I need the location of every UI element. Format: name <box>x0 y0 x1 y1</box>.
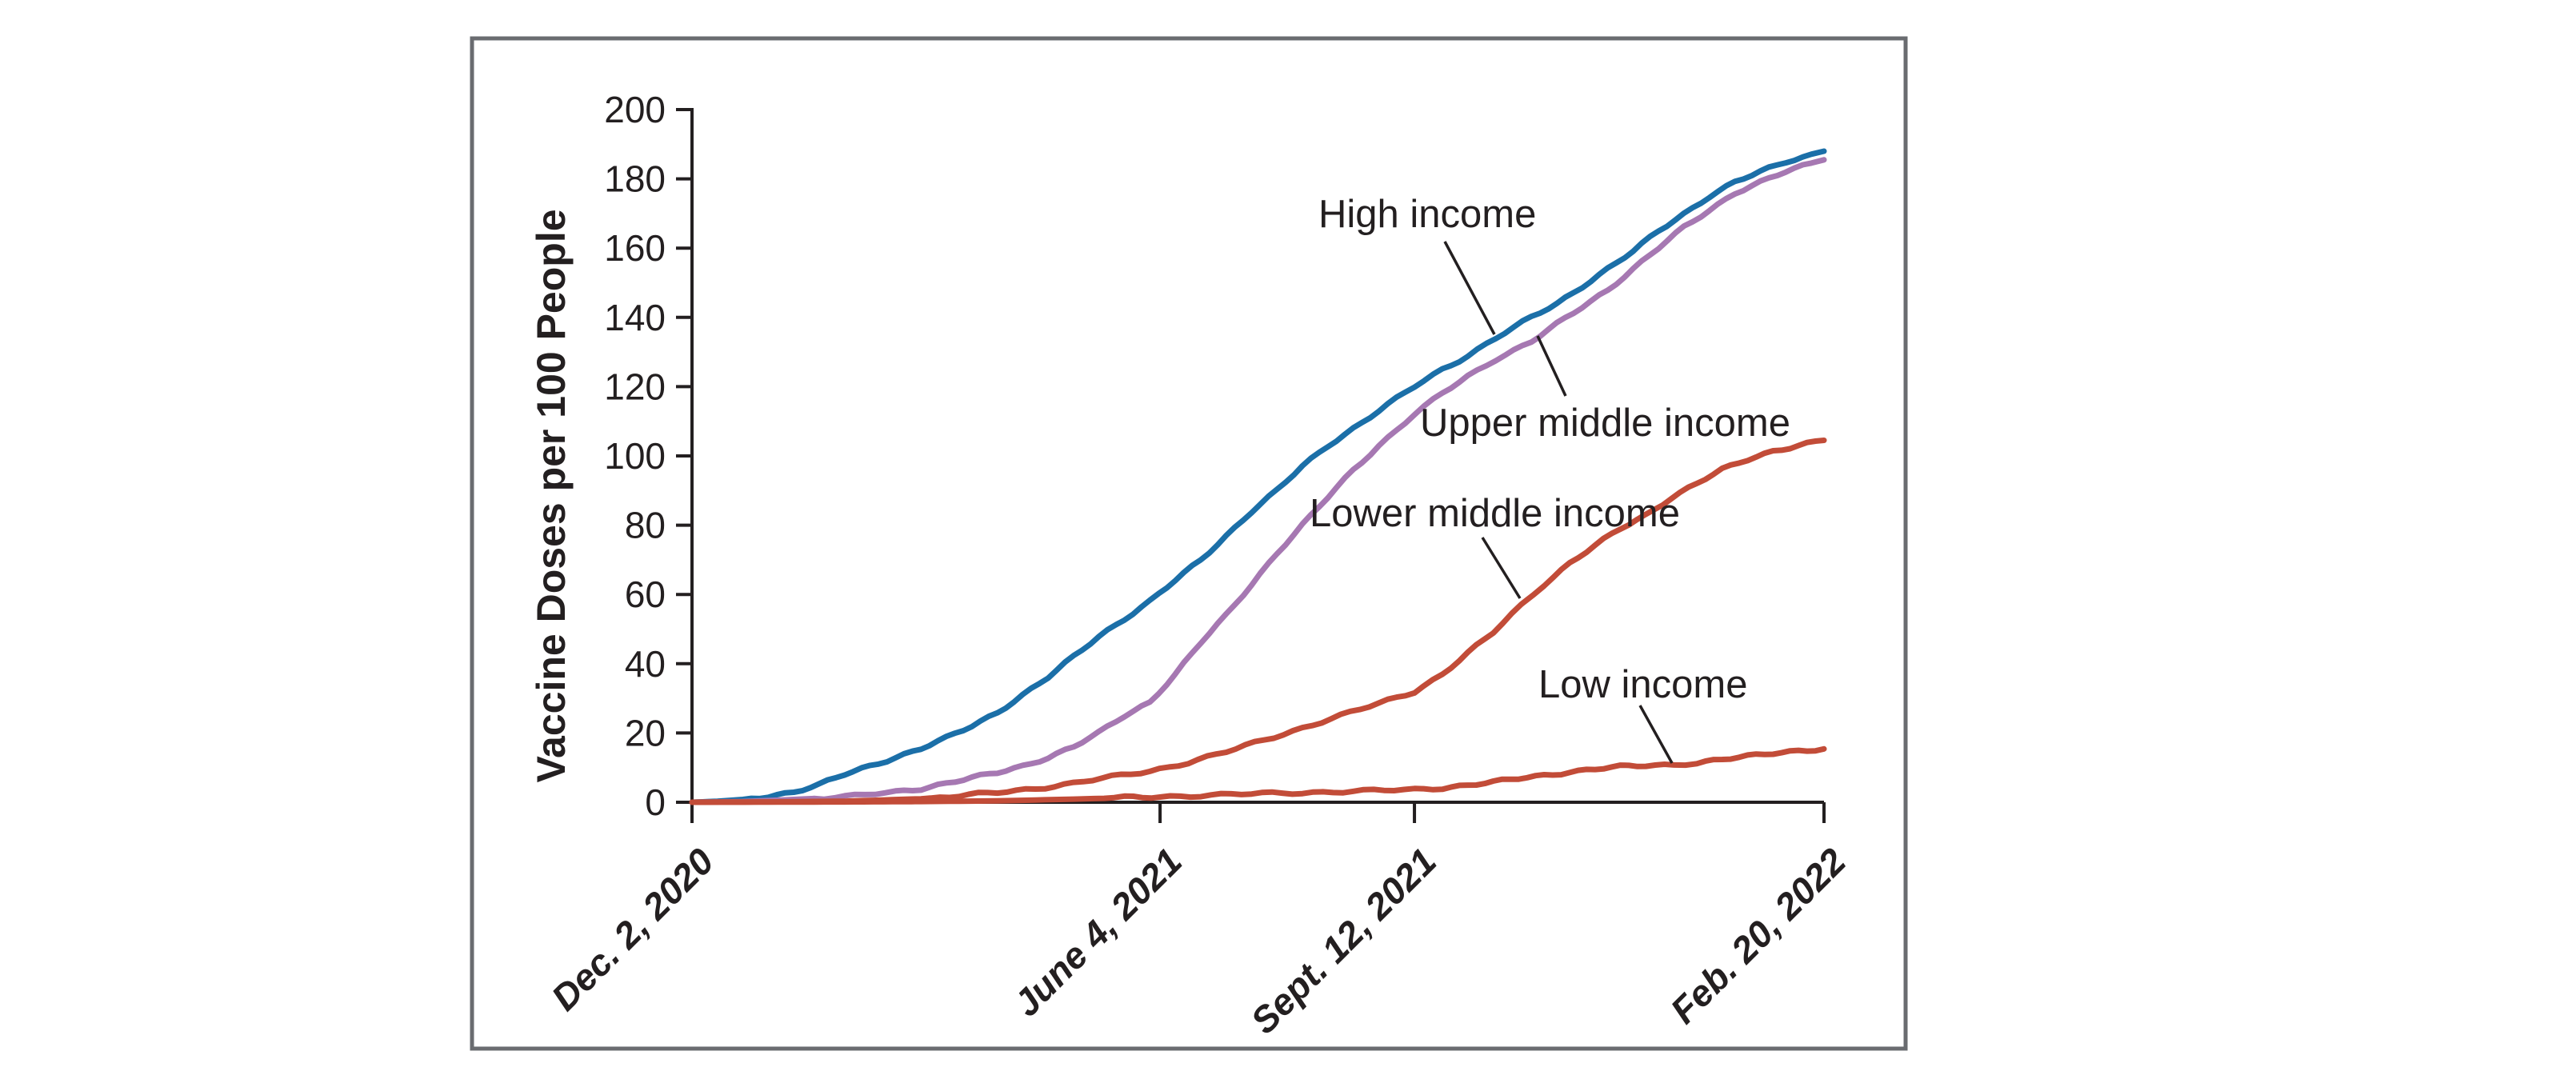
x-tick-label: Dec. 2, 2020 <box>543 840 722 1018</box>
leader-line-high-income <box>1443 241 1496 335</box>
annotation-high-income: High income <box>1318 193 1536 236</box>
series-line-high-income <box>689 148 1827 805</box>
y-tick-label: 120 <box>604 366 666 407</box>
leader-line-upper-middle-income <box>1536 335 1567 397</box>
y-tick-label: 0 <box>645 781 666 823</box>
y-tick-label: 60 <box>625 573 666 615</box>
y-tick-label: 160 <box>604 227 666 269</box>
leader-line-lower-middle-income <box>1481 537 1522 599</box>
series-line-low-income <box>689 745 1827 805</box>
x-tick-group: Dec. 2, 2020 June 4, 2021 Sept. 12, 2021 Fe… <box>543 802 1854 1041</box>
x-tick-label: Sept. 12, 2021 <box>1242 840 1444 1041</box>
y-tick-label: 140 <box>604 297 666 338</box>
x-tick-label: June 4, 2021 <box>1006 840 1190 1024</box>
annotation-low-income: Low income <box>1538 663 1747 706</box>
y-tick-label: 20 <box>625 712 666 753</box>
y-tick-label: 180 <box>604 158 666 200</box>
figure-frame <box>470 36 1908 1051</box>
annotation-upper-middle-income: Upper middle income <box>1420 402 1790 445</box>
y-tick-label: 100 <box>604 435 666 477</box>
y-tick-label: 40 <box>625 643 666 685</box>
y-axis-title: Vaccine Doses per 100 People <box>529 209 574 782</box>
y-tick-label: 80 <box>625 505 666 546</box>
annotation-group: High income Upper middle income Lower midd… <box>1310 193 1790 764</box>
series-line-upper-middle-income <box>689 157 1827 805</box>
annotation-lower-middle-income: Lower middle income <box>1310 492 1680 535</box>
y-tick-label: 200 <box>604 89 666 130</box>
series-group <box>689 148 1827 805</box>
x-tick-label: Feb. 20, 2022 <box>1662 840 1854 1032</box>
leader-line-low-income <box>1638 705 1674 764</box>
